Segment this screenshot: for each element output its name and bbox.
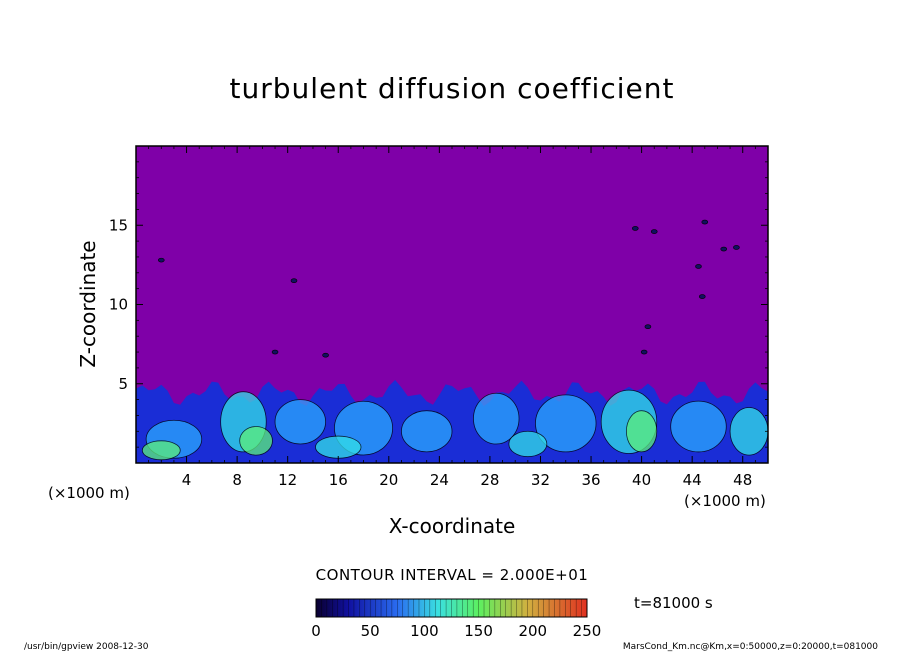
speck-6 bbox=[644, 324, 652, 329]
x-tick-label-28: 28 bbox=[480, 471, 499, 489]
eddy-7 bbox=[473, 392, 520, 445]
z-axis-unit: (×1000 m) bbox=[48, 484, 130, 502]
colorbar-tick-label-250: 250 bbox=[573, 622, 602, 640]
contour-interval-label: CONTOUR INTERVAL = 2.000E+01 bbox=[315, 566, 589, 584]
colorbar-tick-label-150: 150 bbox=[464, 622, 493, 640]
speck-1 bbox=[650, 229, 658, 234]
x-tick-label-36: 36 bbox=[581, 471, 600, 489]
colorbar-tick-label-0: 0 bbox=[311, 622, 321, 640]
speck-4 bbox=[695, 264, 702, 269]
y-tick-label-10: 10 bbox=[109, 296, 128, 314]
eddy-10 bbox=[625, 410, 658, 453]
eddy-11 bbox=[670, 400, 727, 453]
x-tick-label-4: 4 bbox=[182, 471, 192, 489]
eddy-3 bbox=[141, 440, 181, 461]
eddy-4 bbox=[274, 399, 327, 445]
eddy-14 bbox=[508, 430, 548, 458]
x-tick-label-24: 24 bbox=[430, 471, 449, 489]
speck-5 bbox=[733, 245, 740, 250]
colorbar-tick-label-200: 200 bbox=[518, 622, 547, 640]
chart-title: turbulent diffusion coefficient bbox=[229, 72, 675, 105]
y-tick-label-15: 15 bbox=[109, 216, 128, 234]
eddy-13 bbox=[315, 435, 362, 459]
speck-12 bbox=[698, 294, 706, 299]
footer-left-text: /usr/bin/gpview 2008-12-30 bbox=[24, 642, 149, 652]
x-tick-label-32: 32 bbox=[531, 471, 550, 489]
speck-8 bbox=[290, 278, 298, 284]
speck-0 bbox=[631, 226, 639, 231]
footer-right-text: MarsCond_Km.nc@Km,x=0:50000,z=0:20000,t=… bbox=[622, 642, 878, 652]
colorbar-tick-label-100: 100 bbox=[410, 622, 439, 640]
eddy-6 bbox=[401, 410, 453, 453]
x-tick-label-8: 8 bbox=[232, 471, 242, 489]
x-tick-label-40: 40 bbox=[632, 471, 651, 489]
eddy-8 bbox=[535, 394, 597, 453]
eddy-12 bbox=[729, 407, 768, 456]
x-axis-unit: (×1000 m) bbox=[684, 492, 766, 510]
colorbar-tick-label-50: 50 bbox=[361, 622, 380, 640]
x-tick-label-44: 44 bbox=[683, 471, 702, 489]
time-label: t=81000 s bbox=[634, 594, 713, 612]
x-tick-label-12: 12 bbox=[278, 471, 297, 489]
speck-10 bbox=[271, 349, 279, 355]
speck-11 bbox=[322, 352, 329, 358]
speck-9 bbox=[157, 257, 165, 263]
speck-3 bbox=[720, 246, 728, 252]
colorbar: 0 50 100 150 200 250 bbox=[311, 598, 602, 640]
eddy-2 bbox=[239, 426, 273, 456]
speck-7 bbox=[640, 349, 648, 355]
y-tick-label-5: 5 bbox=[118, 375, 128, 393]
x-tick-label-16: 16 bbox=[329, 471, 348, 489]
x-tick-label-48: 48 bbox=[733, 471, 752, 489]
x-axis-label: X-coordinate bbox=[388, 514, 516, 538]
x-tick-label-20: 20 bbox=[379, 471, 398, 489]
speck-2 bbox=[701, 219, 709, 225]
plot-area bbox=[136, 146, 768, 463]
